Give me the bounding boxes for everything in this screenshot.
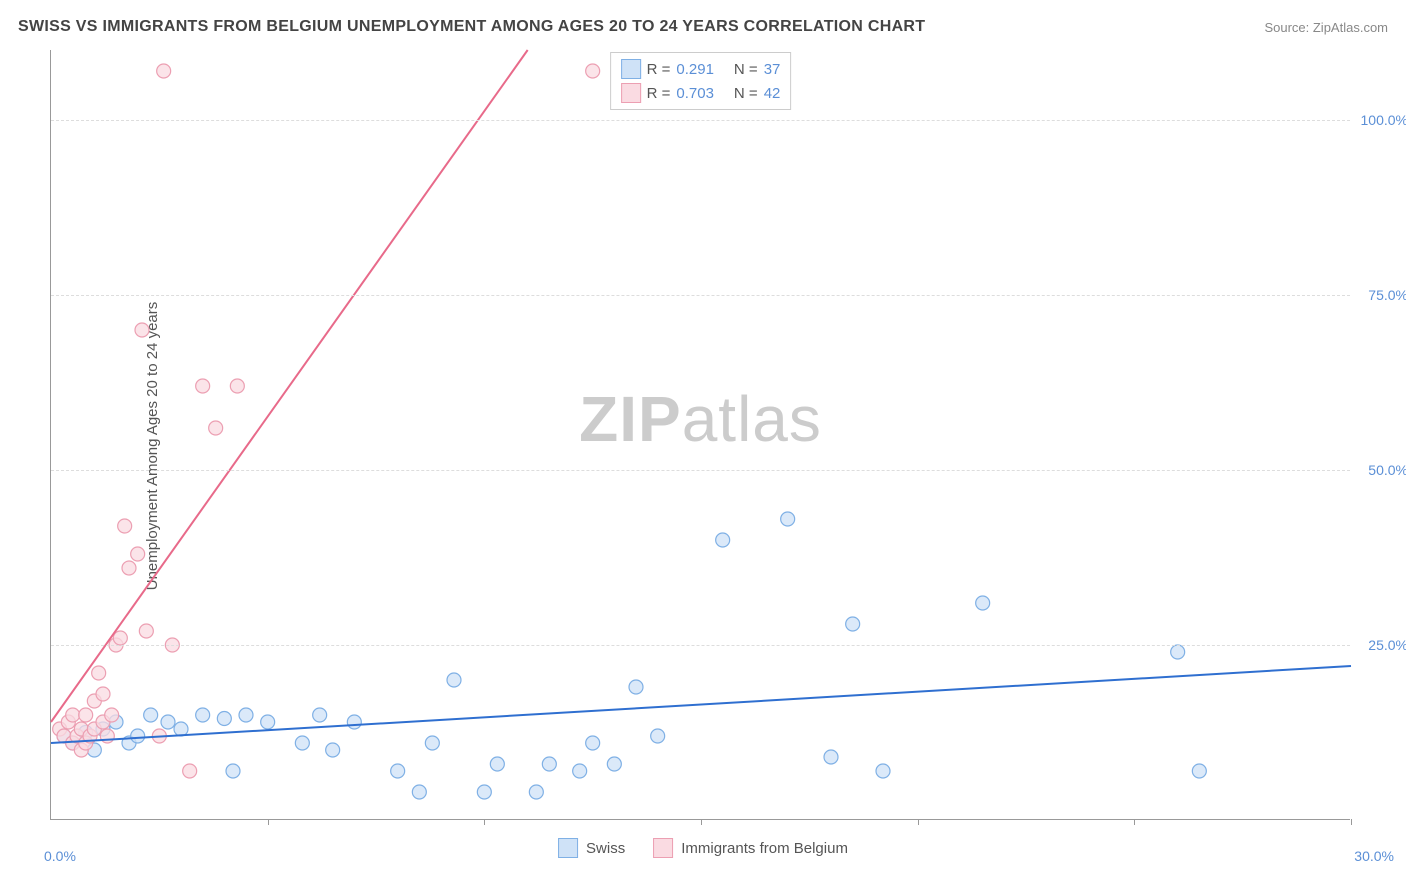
scatter-point bbox=[183, 764, 197, 778]
y-tick-label: 50.0% bbox=[1353, 462, 1406, 478]
scatter-point bbox=[226, 764, 240, 778]
scatter-point bbox=[135, 323, 149, 337]
scatter-point bbox=[425, 736, 439, 750]
scatter-point bbox=[529, 785, 543, 799]
swatch-belgium bbox=[653, 838, 673, 858]
scatter-point bbox=[144, 708, 158, 722]
scatter-point bbox=[96, 687, 110, 701]
scatter-point bbox=[217, 712, 231, 726]
grid-line-h bbox=[51, 295, 1350, 296]
legend-series: Swiss Immigrants from Belgium bbox=[558, 838, 848, 858]
y-tick-label: 25.0% bbox=[1353, 637, 1406, 653]
legend-item-belgium: Immigrants from Belgium bbox=[653, 838, 848, 858]
scatter-point bbox=[781, 512, 795, 526]
scatter-point bbox=[629, 680, 643, 694]
legend-row-swiss: R = 0.291 N = 37 bbox=[621, 57, 781, 81]
y-tick-label: 75.0% bbox=[1353, 287, 1406, 303]
scatter-point bbox=[477, 785, 491, 799]
legend-correlation: R = 0.291 N = 37 R = 0.703 N = 42 bbox=[610, 52, 792, 110]
scatter-point bbox=[412, 785, 426, 799]
scatter-point bbox=[326, 743, 340, 757]
scatter-point bbox=[651, 729, 665, 743]
y-tick-label: 100.0% bbox=[1353, 112, 1406, 128]
swatch-swiss bbox=[621, 59, 641, 79]
r-label: R = bbox=[647, 61, 671, 78]
scatter-point bbox=[586, 64, 600, 78]
scatter-point bbox=[92, 666, 106, 680]
scatter-point bbox=[846, 617, 860, 631]
scatter-point bbox=[196, 708, 210, 722]
legend-label: Immigrants from Belgium bbox=[681, 840, 848, 857]
scatter-point bbox=[122, 561, 136, 575]
scatter-point bbox=[313, 708, 327, 722]
scatter-point bbox=[131, 547, 145, 561]
scatter-point bbox=[113, 631, 127, 645]
swatch-belgium bbox=[621, 83, 641, 103]
grid-line-h bbox=[51, 470, 1350, 471]
scatter-point bbox=[607, 757, 621, 771]
x-tick bbox=[484, 819, 485, 825]
r-label: R = bbox=[647, 85, 671, 102]
scatter-point bbox=[876, 764, 890, 778]
x-tick bbox=[268, 819, 269, 825]
scatter-point bbox=[209, 421, 223, 435]
scatter-point bbox=[490, 757, 504, 771]
scatter-point bbox=[586, 736, 600, 750]
regression-line bbox=[51, 666, 1351, 743]
chart-header: SWISS VS IMMIGRANTS FROM BELGIUM UNEMPLO… bbox=[18, 18, 1388, 36]
scatter-point bbox=[157, 64, 171, 78]
n-value: 37 bbox=[764, 61, 781, 78]
n-label: N = bbox=[734, 85, 758, 102]
scatter-point bbox=[391, 764, 405, 778]
scatter-point bbox=[1171, 645, 1185, 659]
x-origin-label: 0.0% bbox=[44, 848, 76, 864]
legend-label: Swiss bbox=[586, 840, 625, 857]
scatter-point bbox=[824, 750, 838, 764]
scatter-point bbox=[131, 729, 145, 743]
legend-item-swiss: Swiss bbox=[558, 838, 625, 858]
scatter-point bbox=[139, 624, 153, 638]
r-value: 0.291 bbox=[676, 61, 714, 78]
scatter-point bbox=[230, 379, 244, 393]
scatter-point bbox=[174, 722, 188, 736]
x-max-label: 30.0% bbox=[1354, 848, 1394, 864]
scatter-point bbox=[716, 533, 730, 547]
scatter-point bbox=[542, 757, 556, 771]
x-tick bbox=[1134, 819, 1135, 825]
scatter-point bbox=[161, 715, 175, 729]
scatter-point bbox=[239, 708, 253, 722]
regression-line bbox=[51, 50, 528, 722]
scatter-point bbox=[573, 764, 587, 778]
grid-line-h bbox=[51, 120, 1350, 121]
x-tick bbox=[918, 819, 919, 825]
n-label: N = bbox=[734, 61, 758, 78]
scatter-point bbox=[196, 379, 210, 393]
scatter-point bbox=[976, 596, 990, 610]
scatter-point bbox=[118, 519, 132, 533]
scatter-point bbox=[295, 736, 309, 750]
chart-title: SWISS VS IMMIGRANTS FROM BELGIUM UNEMPLO… bbox=[18, 18, 925, 36]
grid-line-h bbox=[51, 645, 1350, 646]
scatter-point bbox=[447, 673, 461, 687]
n-value: 42 bbox=[764, 85, 781, 102]
scatter-point bbox=[1192, 764, 1206, 778]
scatter-point bbox=[347, 715, 361, 729]
chart-svg bbox=[51, 50, 1350, 819]
legend-row-belgium: R = 0.703 N = 42 bbox=[621, 81, 781, 105]
scatter-point bbox=[105, 708, 119, 722]
x-tick bbox=[701, 819, 702, 825]
chart-source: Source: ZipAtlas.com bbox=[1264, 20, 1388, 35]
scatter-point bbox=[261, 715, 275, 729]
r-value: 0.703 bbox=[676, 85, 714, 102]
scatter-point bbox=[66, 708, 80, 722]
plot-area: ZIPatlas R = 0.291 N = 37 R = 0.703 N = … bbox=[50, 50, 1350, 820]
scatter-point bbox=[79, 708, 93, 722]
swatch-swiss bbox=[558, 838, 578, 858]
x-tick bbox=[1351, 819, 1352, 825]
